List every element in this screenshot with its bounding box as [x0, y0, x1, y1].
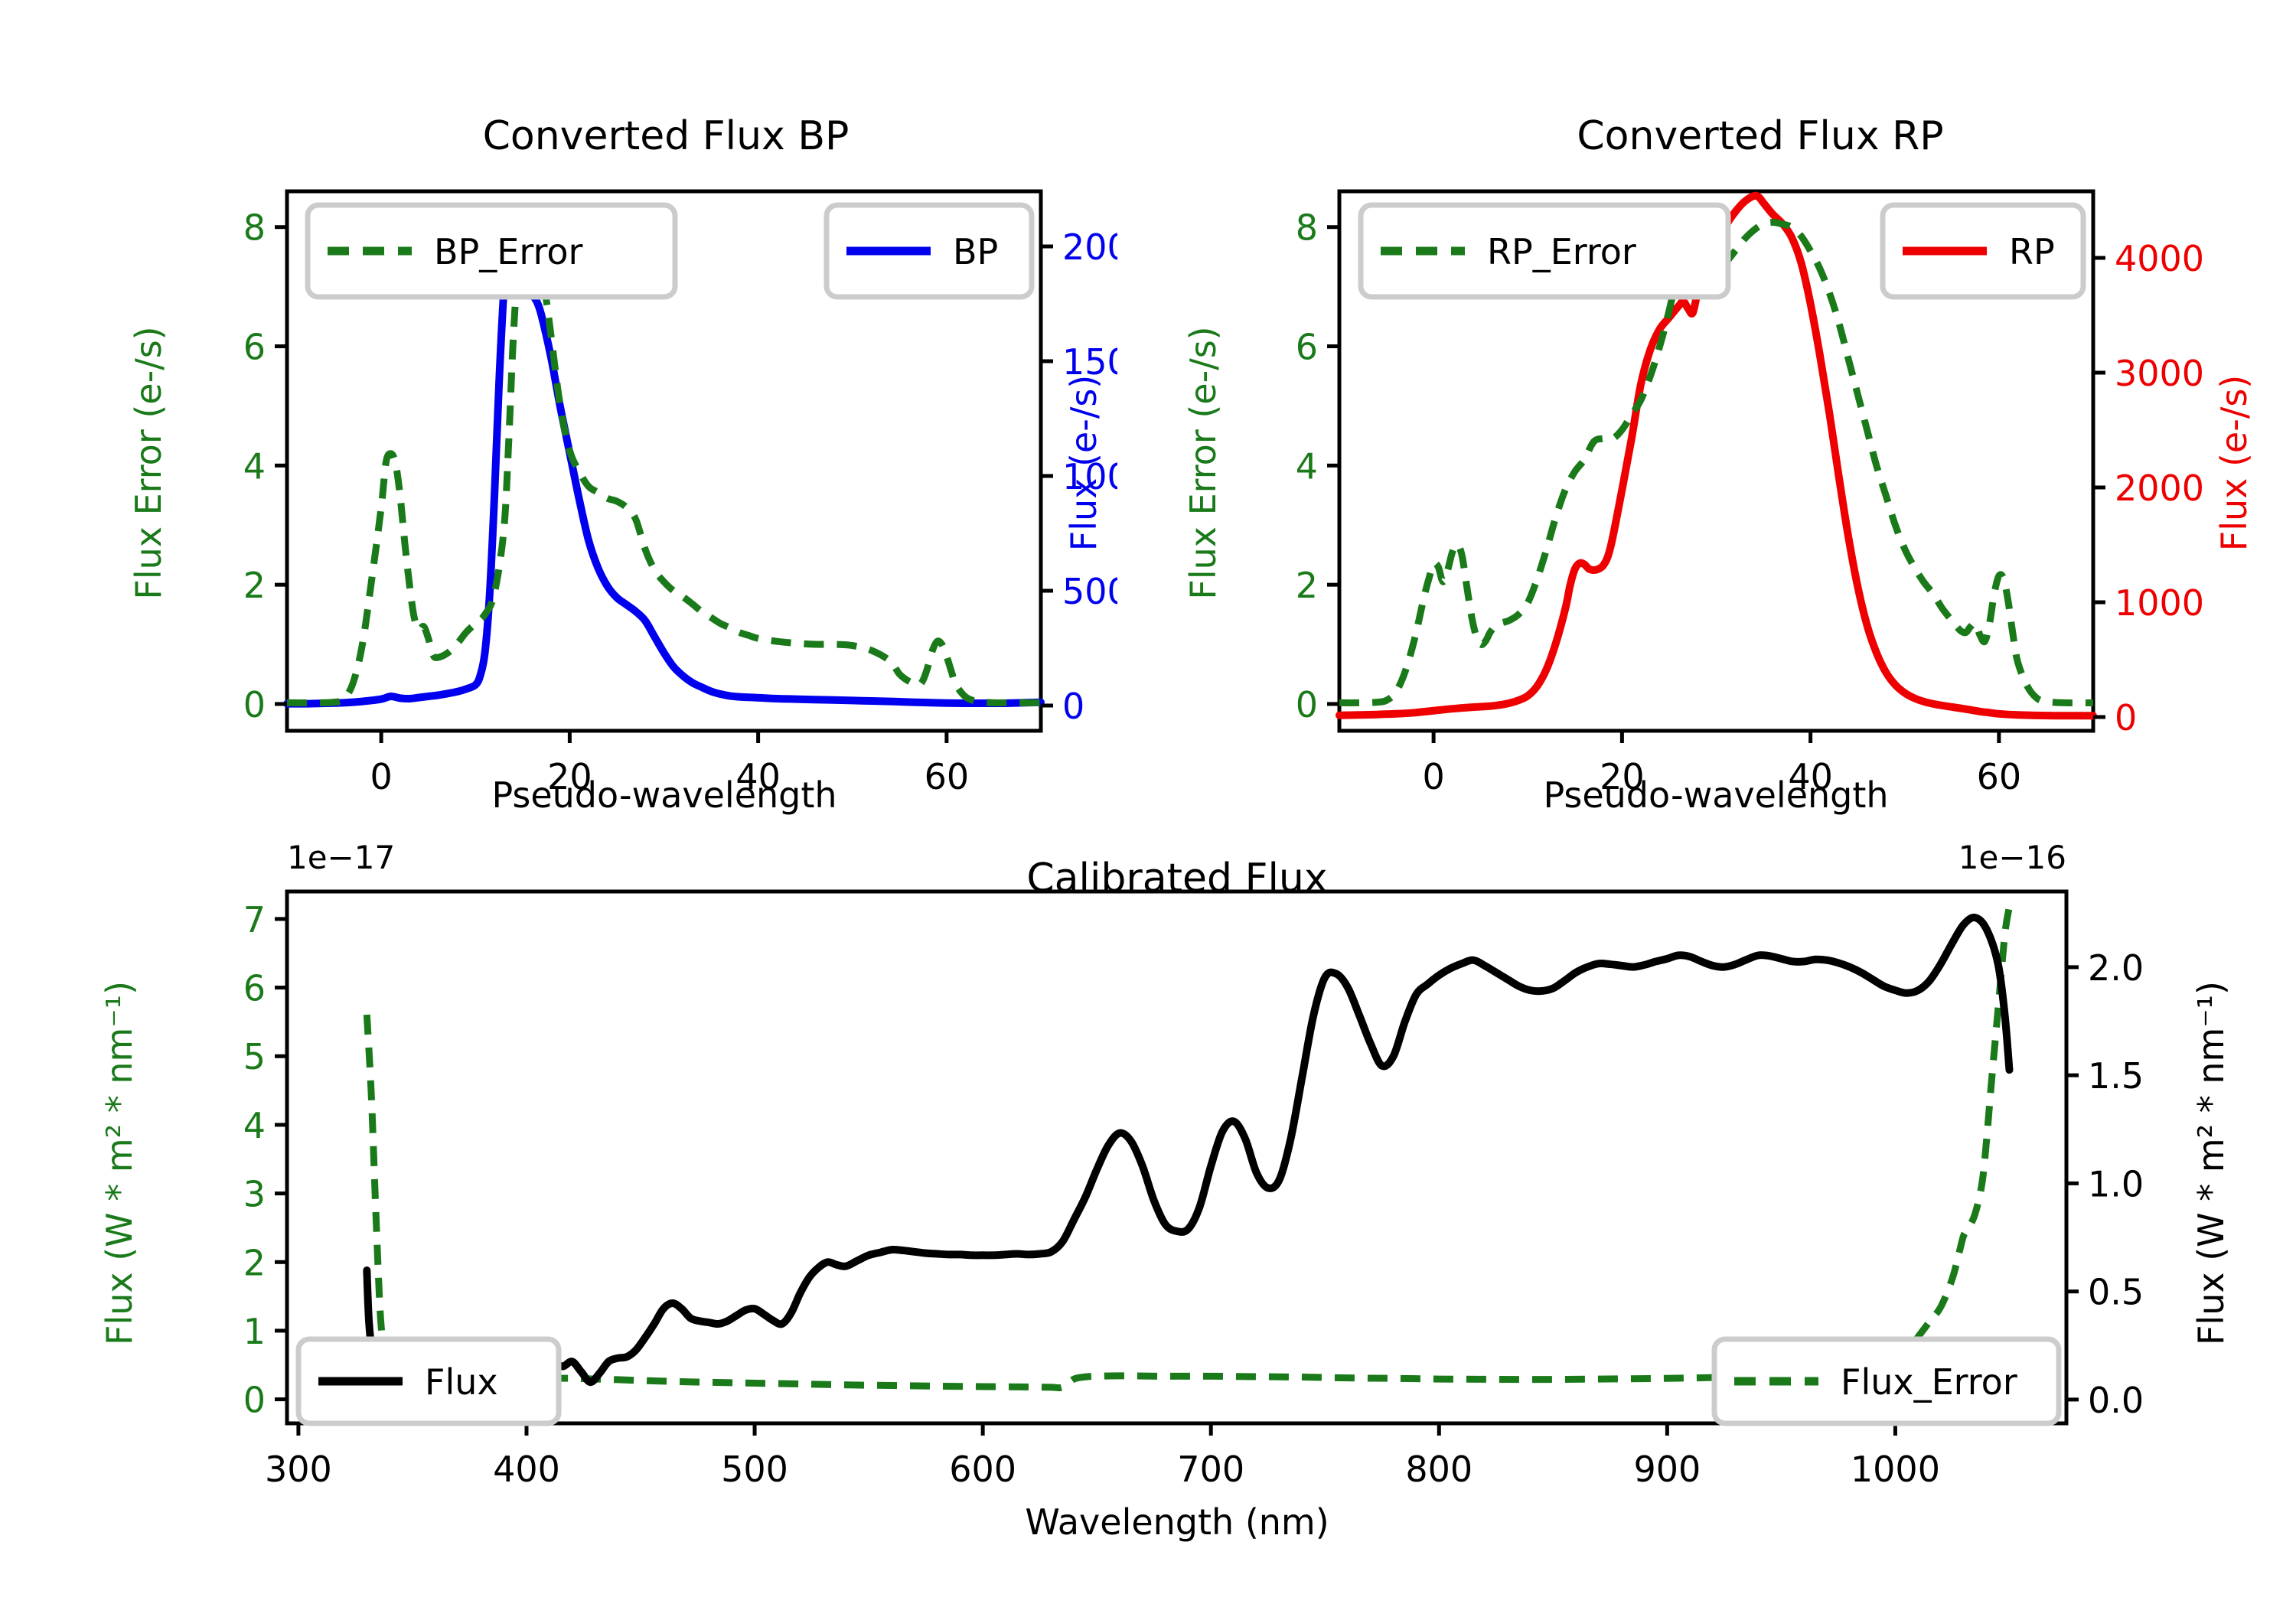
bp-plot-frame [285, 189, 1043, 733]
cal-left-ytick-label: 3 [243, 1174, 266, 1215]
rp-legend-label-error: RP_Error [1487, 231, 1636, 272]
bp-right-ytick-label: 500 [1062, 571, 1117, 612]
cal-xtick-label: 700 [1177, 1449, 1244, 1490]
cal-right-ytick-label: 0.5 [2088, 1272, 2144, 1313]
bp-yaxis-right-label: Flux (e-/s) [1063, 375, 1104, 552]
cal-left-ytick-label: 4 [243, 1105, 266, 1146]
bp-right-ytick-label: 1000 [1062, 456, 1117, 497]
rp-xtick-label: 40 [1788, 756, 1833, 797]
panel-converted-flux-rp: Converted Flux RP 0 20 40 60 0 2 4 6 8 0 1000 2000 3… [1182, 113, 2255, 816]
cal-series-flux [363, 913, 2014, 1394]
cal-series-flux_error [363, 905, 2013, 1392]
bp-xtick-label: 0 [370, 756, 392, 797]
cal-legend-label-error: Flux_Error [1841, 1361, 2017, 1403]
cal-right-ytick-label: 0.0 [2088, 1380, 2144, 1421]
cal-legend-box-flux[interactable] [295, 1336, 562, 1426]
rp-left-ytick-label: 0 [1296, 684, 1318, 725]
bp-legend-box-error[interactable] [305, 202, 678, 300]
cal-left-offset-label: 1e−17 [287, 842, 395, 876]
rp-xtick-label: 20 [1600, 756, 1645, 797]
bp-left-ytick-label: 0 [243, 684, 266, 725]
rp-right-ytick-label: 3000 [2115, 353, 2204, 394]
rp-left-ytick-label: 2 [1296, 565, 1318, 606]
bp-left-ytick-label: 4 [243, 445, 266, 487]
rp-xtick-label: 0 [1422, 756, 1444, 797]
cal-plot-frame [285, 889, 2069, 1426]
rp-plot-frame [1337, 189, 2095, 733]
cal-left-ytick-label: 2 [243, 1242, 266, 1283]
rp-right-ytick-label: 2000 [2115, 468, 2204, 509]
rp-xaxis-label: Pseudo-wavelength [1543, 774, 1888, 816]
rp-yaxis-right-label: Flux (e-/s) [2213, 375, 2255, 552]
cal-xtick-label: 600 [949, 1449, 1016, 1490]
cal-left-ytick-label: 7 [243, 899, 266, 940]
cal-legend-label-flux: Flux [425, 1361, 498, 1403]
bp-xaxis-label: Pseudo-wavelength [491, 774, 837, 816]
bp-left-ytick-label: 2 [243, 565, 266, 606]
bp-xtick-label: 20 [547, 756, 592, 797]
rp-right-ytick-label: 1000 [2115, 582, 2204, 624]
bp-right-ytick-label: 1500 [1062, 341, 1117, 383]
bp-legend-label-error: BP_Error [434, 231, 583, 272]
rp-panel-title: Converted Flux RP [1577, 113, 1943, 159]
cal-xtick-label: 300 [265, 1449, 332, 1490]
calibrated-panel-title: Calibrated Flux [1026, 856, 1327, 901]
rp-series-rp_error [1339, 219, 2094, 707]
bp-right-ytick-label: 0 [1062, 686, 1084, 727]
cal-left-ytick-label: 6 [243, 968, 266, 1009]
rp-right-ytick-label: 0 [2115, 697, 2137, 738]
bp-left-ytick-label: 6 [243, 327, 266, 368]
cal-right-offset-label: 1e−16 [1958, 842, 2066, 876]
cal-left-ytick-label: 1 [243, 1311, 266, 1352]
bp-series-bp_error [286, 223, 1041, 706]
cal-xtick-label: 400 [493, 1449, 560, 1490]
cal-right-ytick-label: 1.5 [2088, 1055, 2144, 1097]
bp-legend-label-flux: BP [953, 231, 998, 272]
rp-xtick-label: 60 [1977, 756, 2022, 797]
cal-xtick-label: 500 [721, 1449, 788, 1490]
rp-left-ytick-label: 6 [1296, 327, 1318, 368]
cal-right-ytick-label: 2.0 [2088, 947, 2144, 989]
cal-xtick-label: 900 [1633, 1449, 1701, 1490]
rp-right-ytick-label: 4000 [2115, 238, 2204, 279]
rp-left-ytick-label: 8 [1296, 207, 1318, 249]
bp-panel-title: Converted Flux BP [483, 113, 850, 159]
rp-legend-box-error[interactable] [1358, 202, 1731, 300]
cal-right-ytick-label: 1.0 [2088, 1163, 2144, 1204]
cal-left-ytick-label: 5 [243, 1036, 266, 1077]
panel-calibrated-flux: Calibrated Flux 300 400 500 600 700 800 900 100… [99, 842, 2232, 1543]
cal-xtick-label: 800 [1405, 1449, 1473, 1490]
cal-legend-box-error[interactable] [1711, 1336, 2062, 1426]
cal-xaxis-label: Wavelength (nm) [1025, 1501, 1329, 1543]
bp-yaxis-left-label: Flux Error (e-/s) [128, 326, 169, 599]
bp-xtick-label: 40 [735, 756, 781, 797]
cal-yaxis-right-label: Flux (W * m² * nm⁻¹) [2190, 981, 2232, 1345]
rp-legend-label-flux: RP [2009, 231, 2055, 272]
bp-xtick-label: 60 [925, 756, 970, 797]
cal-left-ytick-label: 0 [243, 1380, 266, 1421]
cal-yaxis-left-label: Flux (W * m² * nm⁻¹) [99, 981, 140, 1345]
rp-yaxis-left-label: Flux Error (e-/s) [1182, 326, 1224, 599]
bp-right-ytick-label: 2000 [1062, 227, 1117, 268]
cal-xtick-label: 1000 [1851, 1449, 1940, 1490]
rp-left-ytick-label: 4 [1296, 445, 1318, 487]
panel-converted-flux-bp: Converted Flux BP 0 20 40 60 0 2 4 6 8 0 500 1000 15… [128, 113, 1117, 816]
bp-left-ytick-label: 8 [243, 207, 266, 249]
